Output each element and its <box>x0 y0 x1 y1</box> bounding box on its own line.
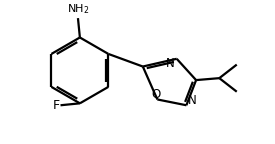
Text: NH$_2$: NH$_2$ <box>67 2 89 16</box>
Text: O: O <box>152 88 161 101</box>
Text: F: F <box>53 99 60 112</box>
Text: N: N <box>166 57 175 70</box>
Text: N: N <box>188 94 197 107</box>
